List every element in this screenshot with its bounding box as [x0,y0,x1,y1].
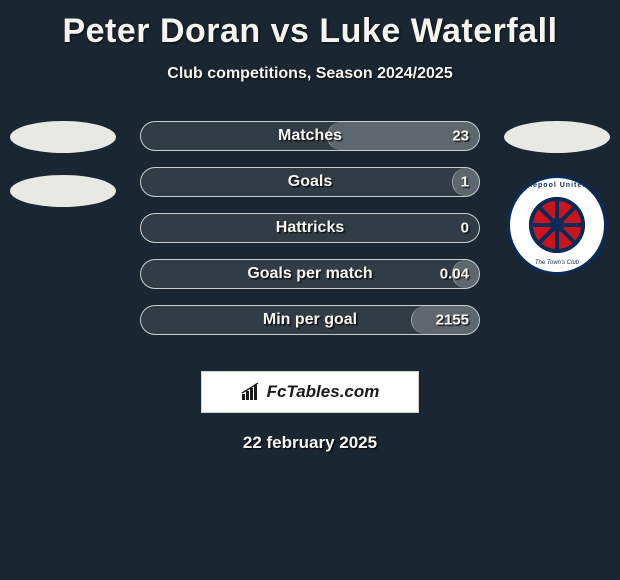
ship-wheel-icon [529,197,585,253]
stat-bar-label: Min per goal [263,311,357,329]
stat-bar-value-right: 0 [461,220,469,237]
club-name: Hartlepool United FC [510,182,604,189]
brand-box[interactable]: FcTables.com [201,371,419,413]
stat-bar-value-right: 0.04 [440,266,469,283]
stats-area: Hartlepool United FC The Town's Club Mat… [0,121,620,361]
badge-placeholder [504,121,610,153]
stat-bar-label: Hattricks [276,219,344,237]
badge-placeholder [10,175,116,207]
club-badge-hartlepool: Hartlepool United FC The Town's Club [507,175,607,275]
right-player-badges: Hartlepool United FC The Town's Club [502,121,612,275]
page-title: Peter Doran vs Luke Waterfall [0,0,620,51]
date-text: 22 february 2025 [0,433,620,453]
stat-bar: Min per goal 2155 [140,305,480,335]
badge-placeholder [10,121,116,153]
brand-text: FcTables.com [267,382,380,402]
stat-bars: Matches 23 Goals 1 Hattricks 0 Goals per match… [140,121,480,351]
left-player-badges [8,121,118,229]
stat-bar: Matches 23 [140,121,480,151]
stat-bar-label: Goals per match [247,265,372,283]
stat-bar-label: Goals [288,173,332,191]
stat-bar: Hattricks 0 [140,213,480,243]
club-motto: The Town's Club [510,260,604,266]
stat-bar-label: Matches [278,127,342,145]
stat-bar: Goals per match 0.04 [140,259,480,289]
chart-icon [241,383,261,401]
stat-bar-value-right: 23 [452,128,469,145]
stat-bar-value-right: 2155 [436,312,469,329]
subtitle: Club competitions, Season 2024/2025 [0,65,620,83]
stat-bar: Goals 1 [140,167,480,197]
stat-bar-value-right: 1 [461,174,469,191]
